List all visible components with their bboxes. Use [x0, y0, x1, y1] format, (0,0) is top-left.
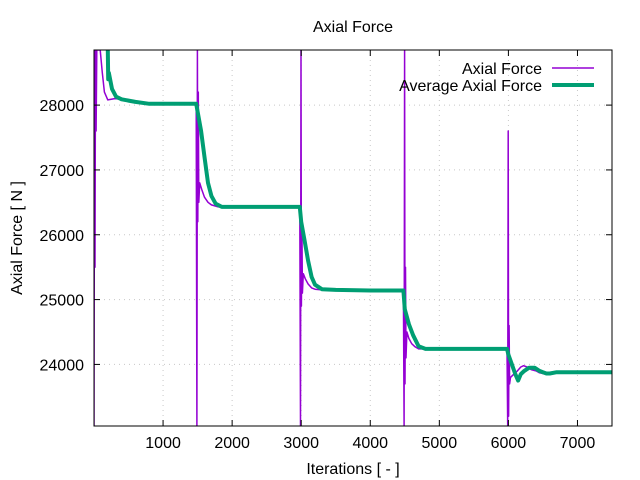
x-tick-label: 2000 — [214, 435, 250, 452]
x-axis-label: Iterations [ - ] — [306, 461, 399, 478]
legend-label: Axial Force — [462, 61, 542, 78]
y-tick-label: 25000 — [40, 293, 85, 310]
y-tick-label: 27000 — [40, 163, 85, 180]
series-layer — [94, 50, 612, 426]
y-axis-label: Axial Force [ N ] — [9, 181, 26, 295]
x-tick-label: 5000 — [422, 435, 458, 452]
y-tick-label: 26000 — [40, 228, 85, 245]
x-axis: 1000 2000 3000 4000 5000 6000 7000 — [145, 50, 595, 452]
y-tick-label: 28000 — [40, 98, 85, 115]
x-tick-label: 6000 — [491, 435, 527, 452]
x-tick-label: 3000 — [283, 435, 319, 452]
x-tick-label: 1000 — [145, 435, 181, 452]
y-axis: 24000 25000 26000 27000 28000 — [40, 98, 612, 374]
legend-label: Average Axial Force — [399, 78, 542, 95]
chart-title: Axial Force — [313, 19, 393, 36]
series-line-2 — [105, 50, 612, 383]
x-tick-label: 7000 — [560, 435, 596, 452]
y-tick-label: 24000 — [40, 357, 85, 374]
x-tick-label: 4000 — [352, 435, 388, 452]
plot-frame — [93, 49, 613, 427]
